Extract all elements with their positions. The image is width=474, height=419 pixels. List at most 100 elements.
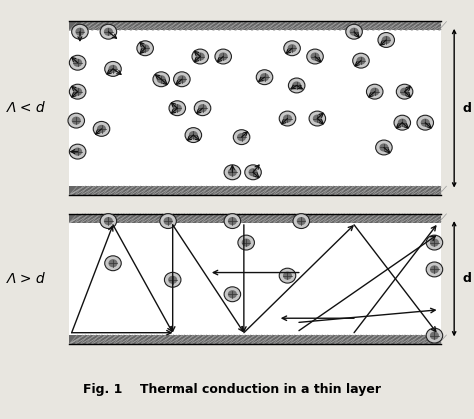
Circle shape — [233, 130, 250, 145]
Circle shape — [224, 214, 241, 228]
Circle shape — [69, 144, 86, 159]
Circle shape — [284, 41, 301, 56]
Circle shape — [224, 165, 241, 180]
Circle shape — [297, 217, 306, 225]
Circle shape — [248, 168, 257, 176]
Circle shape — [237, 133, 246, 141]
Circle shape — [376, 140, 392, 155]
Circle shape — [93, 122, 110, 136]
Circle shape — [72, 24, 88, 39]
Circle shape — [382, 36, 391, 44]
Circle shape — [100, 24, 117, 39]
Text: d: d — [463, 272, 471, 285]
Circle shape — [100, 214, 117, 228]
Circle shape — [417, 115, 434, 130]
Circle shape — [396, 84, 413, 99]
Circle shape — [109, 65, 118, 73]
Circle shape — [69, 84, 86, 99]
Circle shape — [97, 125, 106, 133]
Circle shape — [228, 168, 237, 176]
Circle shape — [426, 262, 443, 277]
Circle shape — [69, 55, 86, 70]
Circle shape — [238, 235, 255, 250]
Text: Λ < d: Λ < d — [8, 101, 46, 115]
Circle shape — [173, 72, 190, 87]
Circle shape — [346, 24, 362, 39]
Circle shape — [219, 52, 228, 61]
Circle shape — [192, 49, 209, 64]
Circle shape — [169, 101, 185, 116]
Circle shape — [307, 49, 323, 64]
Circle shape — [378, 33, 394, 47]
Bar — [69, 214, 441, 223]
Circle shape — [72, 116, 81, 125]
Circle shape — [185, 128, 201, 142]
Circle shape — [256, 70, 273, 85]
Text: Fig. 1    Thermal conduction in a thin layer: Fig. 1 Thermal conduction in a thin laye… — [83, 383, 382, 396]
Circle shape — [153, 72, 170, 87]
Circle shape — [215, 49, 231, 64]
Circle shape — [245, 165, 261, 180]
Circle shape — [164, 272, 181, 287]
Circle shape — [68, 113, 84, 128]
Bar — [69, 335, 441, 344]
Circle shape — [309, 111, 326, 126]
Circle shape — [400, 88, 409, 96]
Circle shape — [349, 28, 359, 36]
Circle shape — [426, 328, 443, 343]
Circle shape — [283, 272, 292, 280]
Bar — [69, 21, 441, 31]
Bar — [69, 21, 441, 195]
Circle shape — [313, 114, 322, 123]
Circle shape — [141, 44, 150, 52]
Circle shape — [292, 81, 301, 90]
Circle shape — [242, 238, 251, 247]
Circle shape — [198, 104, 207, 112]
Circle shape — [260, 73, 269, 81]
Circle shape — [310, 52, 319, 61]
Circle shape — [224, 287, 241, 302]
Circle shape — [293, 214, 310, 228]
Circle shape — [430, 331, 439, 340]
Circle shape — [194, 101, 211, 116]
Circle shape — [279, 268, 296, 283]
Circle shape — [75, 28, 84, 36]
Circle shape — [379, 143, 389, 152]
Circle shape — [366, 84, 383, 99]
Circle shape — [283, 114, 292, 123]
Circle shape — [279, 111, 296, 126]
Bar — [69, 186, 441, 195]
Text: Λ > d: Λ > d — [8, 272, 46, 286]
Circle shape — [394, 115, 410, 130]
Circle shape — [109, 259, 118, 267]
Circle shape — [168, 276, 177, 284]
Circle shape — [430, 238, 439, 247]
Circle shape — [421, 119, 430, 127]
Circle shape — [426, 235, 443, 250]
Circle shape — [137, 41, 154, 56]
Circle shape — [356, 57, 365, 65]
Circle shape — [353, 53, 369, 68]
Text: d: d — [463, 102, 471, 115]
Circle shape — [228, 290, 237, 298]
Circle shape — [105, 62, 121, 76]
Circle shape — [164, 217, 173, 225]
Circle shape — [228, 217, 237, 225]
Circle shape — [398, 119, 407, 127]
Circle shape — [173, 104, 182, 112]
Circle shape — [156, 75, 166, 83]
Circle shape — [177, 75, 186, 83]
Circle shape — [160, 214, 176, 228]
Circle shape — [430, 265, 439, 274]
Circle shape — [104, 217, 113, 225]
Bar — [69, 214, 441, 344]
Circle shape — [73, 59, 82, 67]
Circle shape — [73, 88, 82, 96]
Circle shape — [288, 44, 297, 52]
Circle shape — [73, 147, 82, 156]
Circle shape — [196, 52, 205, 61]
Circle shape — [105, 256, 121, 271]
Circle shape — [189, 131, 198, 139]
Circle shape — [370, 88, 379, 96]
Circle shape — [288, 78, 305, 93]
